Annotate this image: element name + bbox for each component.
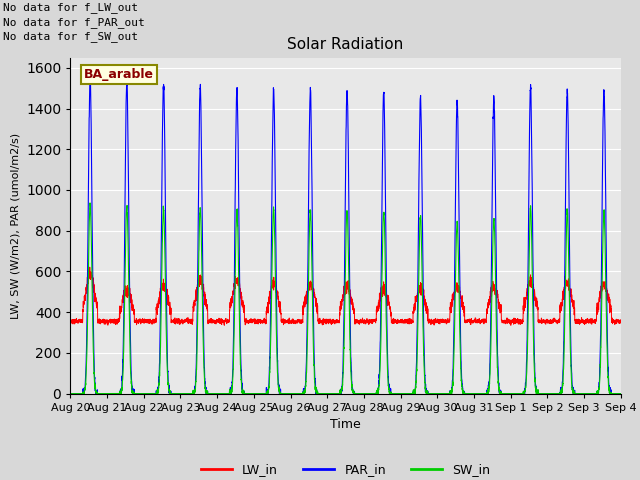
LW_in	[617, 318, 625, 324]
SW_in	[86, 200, 94, 206]
PAR_in	[617, 391, 625, 396]
Legend: LW_in, PAR_in, SW_in: LW_in, PAR_in, SW_in	[196, 458, 495, 480]
LW_in	[616, 317, 624, 323]
SW_in	[438, 391, 446, 396]
LW_in	[438, 320, 446, 325]
SW_in	[617, 391, 625, 396]
Y-axis label: LW, SW (W/m2), PAR (umol/m2/s): LW, SW (W/m2), PAR (umol/m2/s)	[11, 132, 20, 319]
Line: SW_in: SW_in	[70, 203, 621, 394]
SW_in	[616, 391, 624, 396]
Text: No data for f_SW_out: No data for f_SW_out	[3, 31, 138, 42]
Text: No data for f_PAR_out: No data for f_PAR_out	[3, 17, 145, 28]
X-axis label: Time: Time	[330, 418, 361, 431]
PAR_in	[325, 391, 333, 396]
PAR_in	[86, 76, 94, 82]
PAR_in	[616, 391, 624, 396]
PAR_in	[166, 391, 173, 396]
SW_in	[67, 391, 74, 396]
Line: PAR_in: PAR_in	[70, 79, 621, 394]
LW_in	[86, 264, 93, 270]
PAR_in	[438, 391, 446, 396]
Text: BA_arable: BA_arable	[84, 68, 154, 81]
PAR_in	[67, 391, 74, 396]
LW_in	[166, 301, 173, 307]
SW_in	[500, 391, 508, 396]
SW_in	[469, 391, 477, 396]
SW_in	[325, 391, 333, 396]
LW_in	[67, 320, 74, 325]
Text: No data for f_LW_out: No data for f_LW_out	[3, 2, 138, 13]
Line: LW_in: LW_in	[70, 267, 621, 325]
PAR_in	[469, 391, 477, 396]
LW_in	[500, 319, 508, 325]
LW_in	[469, 320, 477, 325]
LW_in	[325, 316, 333, 322]
Title: Solar Radiation: Solar Radiation	[287, 37, 404, 52]
PAR_in	[500, 391, 508, 396]
SW_in	[166, 391, 173, 396]
LW_in	[507, 323, 515, 328]
